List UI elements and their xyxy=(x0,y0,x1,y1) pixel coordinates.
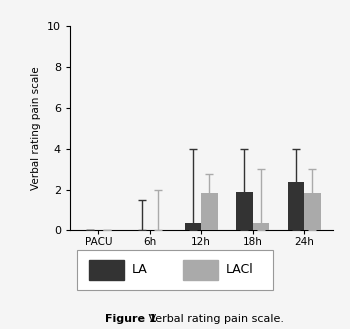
Bar xyxy=(201,192,218,230)
Bar xyxy=(304,192,321,230)
Text: Figure 1: Figure 1 xyxy=(105,314,157,324)
Bar xyxy=(288,182,304,230)
X-axis label: Time: Time xyxy=(186,253,217,266)
Text: LA: LA xyxy=(132,263,148,276)
Text: Verbal rating pain scale.: Verbal rating pain scale. xyxy=(138,314,284,324)
FancyBboxPatch shape xyxy=(77,250,273,290)
Bar xyxy=(253,223,269,230)
Y-axis label: Verbal rating pain scale: Verbal rating pain scale xyxy=(32,66,41,190)
Text: LACl: LACl xyxy=(226,263,254,276)
Bar xyxy=(236,191,253,230)
Bar xyxy=(185,223,201,230)
Bar xyxy=(89,260,124,280)
Bar xyxy=(183,260,218,280)
